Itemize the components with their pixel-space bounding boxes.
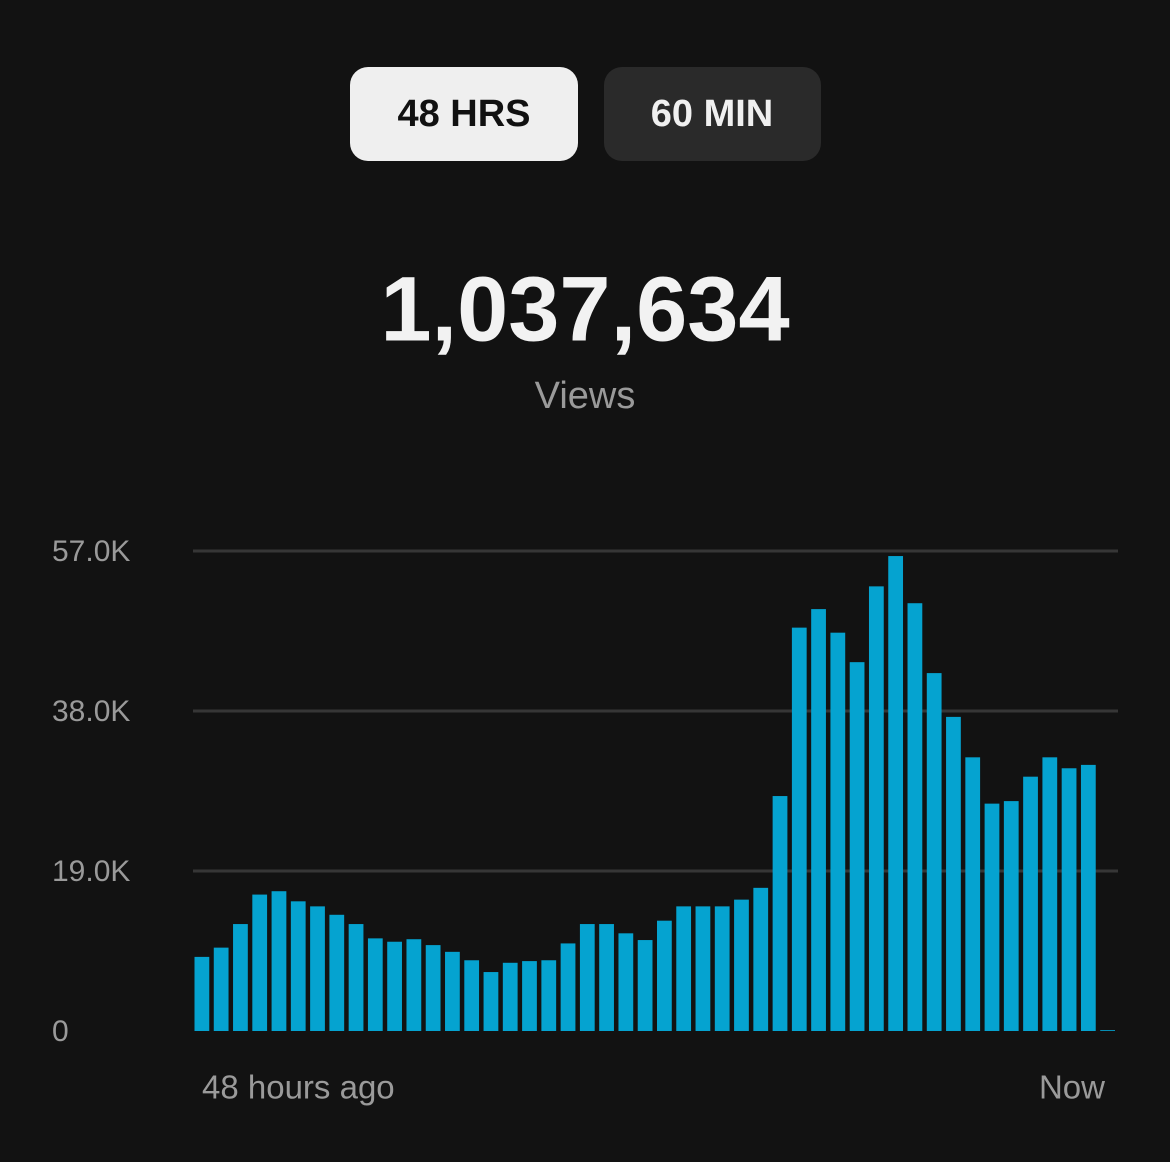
bar: [367, 938, 383, 1031]
bar: [926, 673, 942, 1031]
tab-label[interactable]: 48 HRS: [397, 93, 530, 135]
bar: [522, 961, 537, 1031]
bar: [984, 803, 1000, 1031]
bar: [599, 924, 614, 1031]
bar: [714, 906, 730, 1031]
bar: [425, 945, 441, 1031]
bar: [271, 891, 287, 1031]
bar: [1061, 768, 1077, 1031]
bar: [406, 939, 422, 1031]
bar: [791, 627, 807, 1031]
bar: [1023, 776, 1038, 1031]
bar: [1042, 757, 1058, 1031]
bar: [618, 933, 634, 1031]
bar: [348, 924, 364, 1031]
bar: [695, 906, 711, 1031]
bar: [753, 887, 769, 1031]
y-tick-label: 38.0K: [52, 695, 130, 728]
bar: [1080, 764, 1096, 1031]
bar: [290, 901, 306, 1031]
bar: [734, 899, 749, 1031]
bar: [657, 920, 672, 1031]
bar: [213, 947, 229, 1031]
tab-button-active[interactable]: [350, 67, 578, 161]
bar: [541, 960, 557, 1031]
bar: [387, 941, 402, 1031]
bar: [676, 906, 692, 1031]
bar: [1100, 1030, 1115, 1031]
bar: [233, 924, 248, 1031]
bar: [560, 943, 576, 1031]
bar: [830, 632, 846, 1031]
bar: [445, 951, 460, 1031]
bar: [849, 662, 865, 1031]
bar: [502, 962, 518, 1031]
tab-button[interactable]: [604, 67, 821, 161]
x-tick-label: 48 hours ago: [202, 1069, 395, 1106]
bar: [329, 914, 345, 1031]
bar: [811, 609, 826, 1031]
bar: [252, 894, 268, 1031]
bar: [1003, 801, 1019, 1031]
bar: [194, 956, 210, 1031]
bar: [310, 906, 325, 1031]
y-tick-label: 19.0K: [52, 855, 130, 888]
y-tick-label: 57.0K: [52, 535, 130, 568]
bar: [888, 556, 904, 1031]
x-tick-label: Now: [1039, 1069, 1105, 1106]
bar: [772, 796, 788, 1031]
bar: [907, 603, 923, 1031]
y-tick-label: 0: [52, 1015, 69, 1048]
bar: [579, 924, 595, 1031]
bar: [637, 940, 653, 1031]
tab-label[interactable]: 60 MIN: [651, 93, 773, 135]
bar: [965, 757, 981, 1031]
bar: [464, 960, 480, 1031]
bar: [946, 716, 961, 1031]
bar: [483, 972, 499, 1031]
total-label: Views: [535, 375, 636, 417]
total-views: 1,037,634: [380, 258, 789, 360]
bar: [868, 586, 884, 1031]
